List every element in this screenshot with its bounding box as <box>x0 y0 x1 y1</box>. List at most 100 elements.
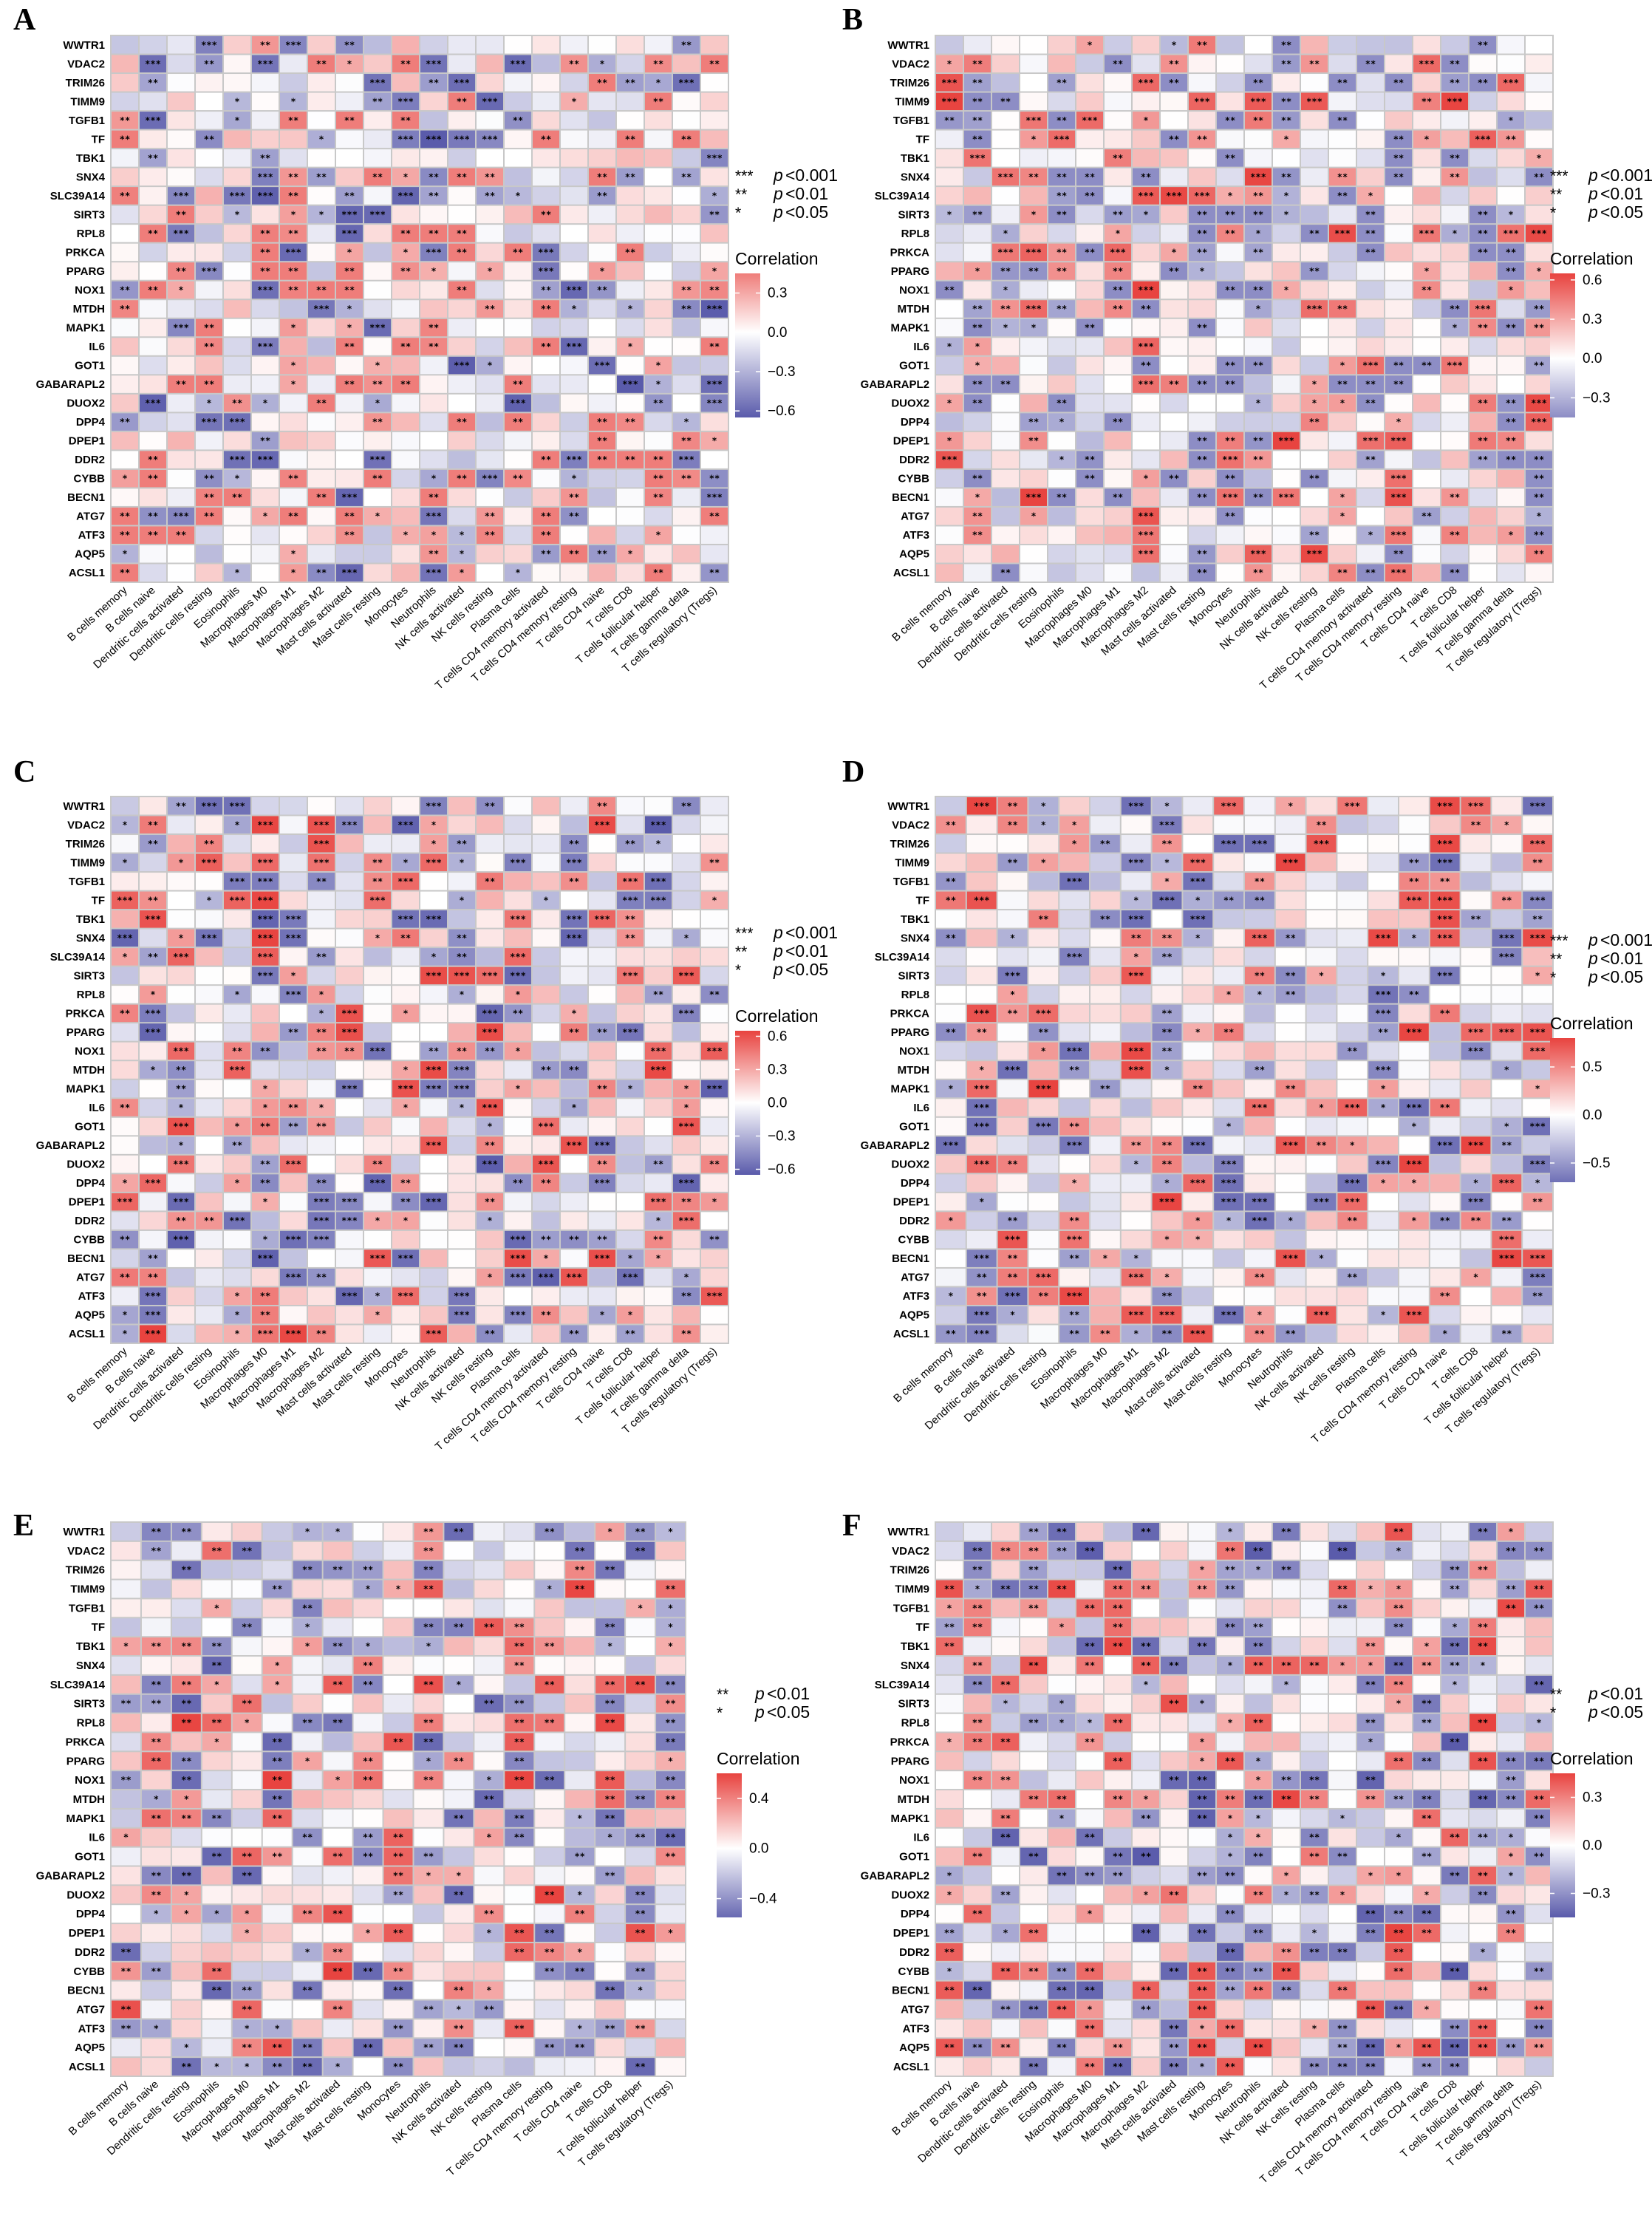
significance-mark: ** <box>1347 1046 1357 1056</box>
heatmap-cell <box>280 1174 307 1192</box>
row-label: PRKCA <box>66 1007 106 1020</box>
heatmap-cell <box>1133 149 1159 167</box>
significance-mark: *** <box>145 1178 161 1188</box>
heatmap-cell <box>1214 816 1243 834</box>
heatmap-cell <box>964 225 991 242</box>
heatmap-cell <box>1385 338 1412 355</box>
heatmap-cell <box>1357 507 1384 525</box>
heatmap-cell <box>392 1136 419 1154</box>
heatmap-cell <box>1217 130 1243 149</box>
significance-mark: *** <box>1222 454 1238 465</box>
row-label: MAPK1 <box>66 322 105 335</box>
significance-mark: ** <box>1225 436 1235 446</box>
significance-mark: * <box>1171 40 1176 50</box>
significance-mark: * <box>347 58 352 69</box>
heatmap-cell <box>168 451 194 468</box>
significance-mark: ** <box>653 492 663 502</box>
heatmap-cell <box>477 281 503 299</box>
heatmap-cell <box>1059 1023 1089 1041</box>
heatmap-cell <box>992 356 1019 375</box>
heatmap-cell <box>252 413 279 431</box>
significance-mark: ** <box>1141 171 1151 182</box>
heatmap-cell <box>336 55 363 73</box>
significance-mark: ** <box>272 1852 282 1862</box>
heatmap-cell <box>1059 1080 1089 1098</box>
heatmap-cell <box>168 92 194 111</box>
significance-mark: ** <box>1478 398 1488 409</box>
heatmap-cell <box>196 910 222 928</box>
heatmap-cell <box>1273 451 1300 468</box>
significance-mark: * <box>1319 1102 1324 1113</box>
heatmap-cell <box>1306 1080 1337 1098</box>
heatmap-cell <box>1105 92 1131 111</box>
heatmap-cell <box>168 966 194 985</box>
significance-mark: * <box>1480 1660 1485 1671</box>
significance-mark: ** <box>1161 1140 1172 1150</box>
significance-mark: * <box>1411 1178 1416 1188</box>
heatmap-cell <box>997 910 1028 928</box>
heatmap-cell <box>1357 74 1384 92</box>
heatmap-cell <box>701 1268 728 1286</box>
heatmap-cell <box>353 1981 383 1999</box>
significance-mark: ** <box>400 266 411 276</box>
heatmap-cell <box>1275 1042 1305 1060</box>
significance-mark: * <box>275 1660 280 1671</box>
significance-mark: ** <box>176 1215 186 1226</box>
heatmap-cell <box>701 74 728 92</box>
significance-mark: *** <box>426 1197 442 1207</box>
significance-mark: ** <box>423 1679 434 1690</box>
heatmap-cell <box>595 1905 625 1923</box>
significance-mark: ** <box>1197 228 1207 239</box>
heatmap-cell <box>1020 375 1047 393</box>
heatmap-cell <box>336 394 363 412</box>
significance-mark: ** <box>1421 96 1432 106</box>
heatmap-cell <box>1399 1061 1429 1079</box>
heatmap-cell <box>1161 1523 1187 1541</box>
heatmap-cell <box>336 92 363 111</box>
heatmap-cell <box>336 910 363 928</box>
heatmap-cell <box>1385 243 1412 262</box>
significance-mark: *** <box>369 209 386 219</box>
heatmap-cell <box>1273 545 1300 563</box>
heatmap-cell <box>140 149 166 167</box>
significance-mark: ** <box>1393 171 1404 182</box>
heatmap-cell <box>1217 338 1243 355</box>
heatmap-cell <box>280 507 307 525</box>
heatmap-cell <box>232 1657 262 1674</box>
heatmap-cell <box>196 1042 222 1060</box>
heatmap-cell <box>645 149 672 167</box>
heatmap-cell <box>308 300 335 318</box>
significance-mark: ** <box>457 171 467 182</box>
heatmap-cell <box>477 1230 503 1249</box>
heatmap-cell <box>252 92 279 111</box>
heatmap-cell <box>1105 394 1131 412</box>
significance-mark: ** <box>1161 1008 1172 1018</box>
significance-mark: ** <box>514 1699 525 1709</box>
heatmap-cell <box>964 413 991 431</box>
heatmap-cell <box>280 36 307 54</box>
significance-mark: ** <box>485 1046 495 1056</box>
significance-mark: *** <box>1468 1046 1484 1056</box>
heatmap-cell <box>565 1713 595 1732</box>
significance-mark: ** <box>946 895 956 905</box>
heatmap-cell <box>196 1099 222 1116</box>
significance-mark: * <box>1396 1584 1401 1595</box>
significance-mark: * <box>1319 1253 1324 1263</box>
heatmap-cell <box>1430 1306 1460 1324</box>
heatmap-cell <box>992 36 1019 54</box>
significance-mark: *** <box>943 1140 959 1150</box>
row-label: DDR2 <box>899 454 929 466</box>
heatmap-cell <box>997 1325 1028 1343</box>
heatmap-cell <box>1492 986 1522 1003</box>
heatmap-cell <box>1413 564 1440 582</box>
heatmap-cell <box>336 507 363 525</box>
heatmap-cell <box>1090 1136 1120 1154</box>
significance-mark: ** <box>332 1718 343 1728</box>
significance-mark: *** <box>678 1008 694 1018</box>
heatmap-cell <box>701 948 728 966</box>
heatmap-cell <box>1275 891 1305 910</box>
row-label: WWTR1 <box>63 39 105 52</box>
significance-mark: ** <box>457 932 467 943</box>
heatmap-cell <box>1492 1155 1522 1173</box>
significance-mark: * <box>683 932 689 943</box>
